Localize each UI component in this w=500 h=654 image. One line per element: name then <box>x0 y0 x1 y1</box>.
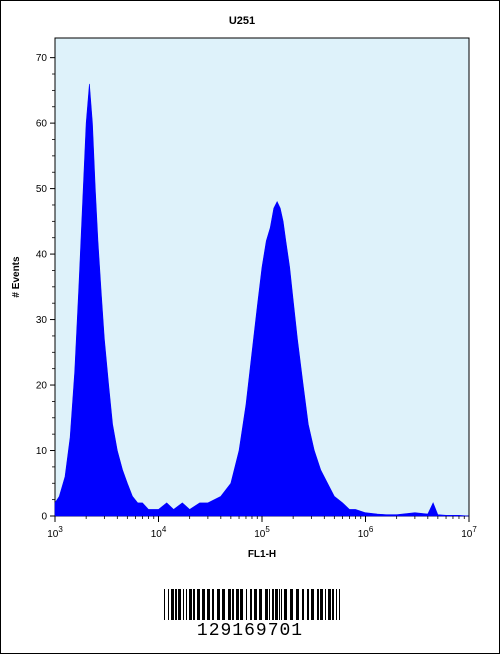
barcode-bar <box>265 589 268 620</box>
barcode-bar <box>332 589 334 620</box>
barcode-bar <box>171 589 174 620</box>
y-axis-label: # Events <box>11 256 22 298</box>
chart-title: U251 <box>229 15 255 27</box>
barcode-number: 129169701 <box>196 621 304 641</box>
barcode-bar <box>254 589 257 620</box>
y-tick-label: 60 <box>36 119 48 130</box>
barcode-bar <box>307 589 309 620</box>
barcode-bar <box>236 589 239 620</box>
barcode-bar <box>183 589 184 620</box>
barcode-bar <box>284 589 287 620</box>
y-tick-label: 20 <box>36 381 48 392</box>
barcode-bar <box>164 589 165 620</box>
barcode-bar <box>217 589 220 620</box>
barcode-bar <box>207 589 210 620</box>
y-tick-label: 40 <box>36 250 48 261</box>
barcode-bar <box>311 589 314 620</box>
barcode-bar <box>325 589 326 620</box>
barcode-bar <box>250 589 252 620</box>
barcode-bar <box>228 589 231 620</box>
x-tick-label: 105 <box>254 525 270 540</box>
barcode-bar <box>175 589 177 620</box>
barcode-bar <box>336 589 337 620</box>
barcode-bar <box>275 589 278 620</box>
barcode-bar <box>279 589 280 620</box>
barcode-bar <box>339 589 340 620</box>
histogram-chart: U251 0 10 20 30 40 50 60 70 103 104 105 106 107 FL1-… <box>11 15 477 560</box>
barcode-bar <box>212 589 214 620</box>
barcode-bar <box>259 589 262 620</box>
barcode-bar <box>222 589 225 620</box>
barcode-bar <box>240 589 243 620</box>
barcode-bar <box>232 589 234 620</box>
x-axis-label: FL1-H <box>248 549 276 560</box>
barcode-bar <box>189 589 192 620</box>
barcode-bar <box>178 589 181 620</box>
y-tick-label: 70 <box>36 53 48 64</box>
y-tick-label: 0 <box>41 512 47 523</box>
y-tick-label: 50 <box>36 184 48 195</box>
histogram-series-0 <box>54 83 470 517</box>
barcode-bar <box>302 589 304 620</box>
barcode-bar <box>290 589 293 620</box>
barcode-bar <box>186 589 187 620</box>
barcode-bar <box>246 589 247 620</box>
barcode-image <box>164 589 340 620</box>
x-tick-label: 104 <box>151 525 167 540</box>
axis-layer: 0 10 20 30 40 50 60 70 103 104 105 106 107 <box>36 53 477 540</box>
y-tick-label: 30 <box>36 315 48 326</box>
series-layer <box>54 83 470 517</box>
barcode-bar <box>197 589 200 620</box>
x-tick-label: 103 <box>47 525 63 540</box>
x-tick-label: 106 <box>358 525 374 540</box>
barcode-bar <box>272 589 274 620</box>
barcode-bar <box>328 589 331 620</box>
barcode-bar <box>296 589 299 620</box>
barcode-bar <box>168 589 169 620</box>
barcode-bar <box>193 589 195 620</box>
x-tick-label: 107 <box>461 525 477 540</box>
barcode-bar <box>269 589 270 620</box>
barcode-bar <box>202 589 205 620</box>
y-tick-label: 10 <box>36 446 48 457</box>
barcode-bar <box>317 589 319 620</box>
barcode-bar <box>281 589 282 620</box>
barcode-bar <box>320 589 323 620</box>
